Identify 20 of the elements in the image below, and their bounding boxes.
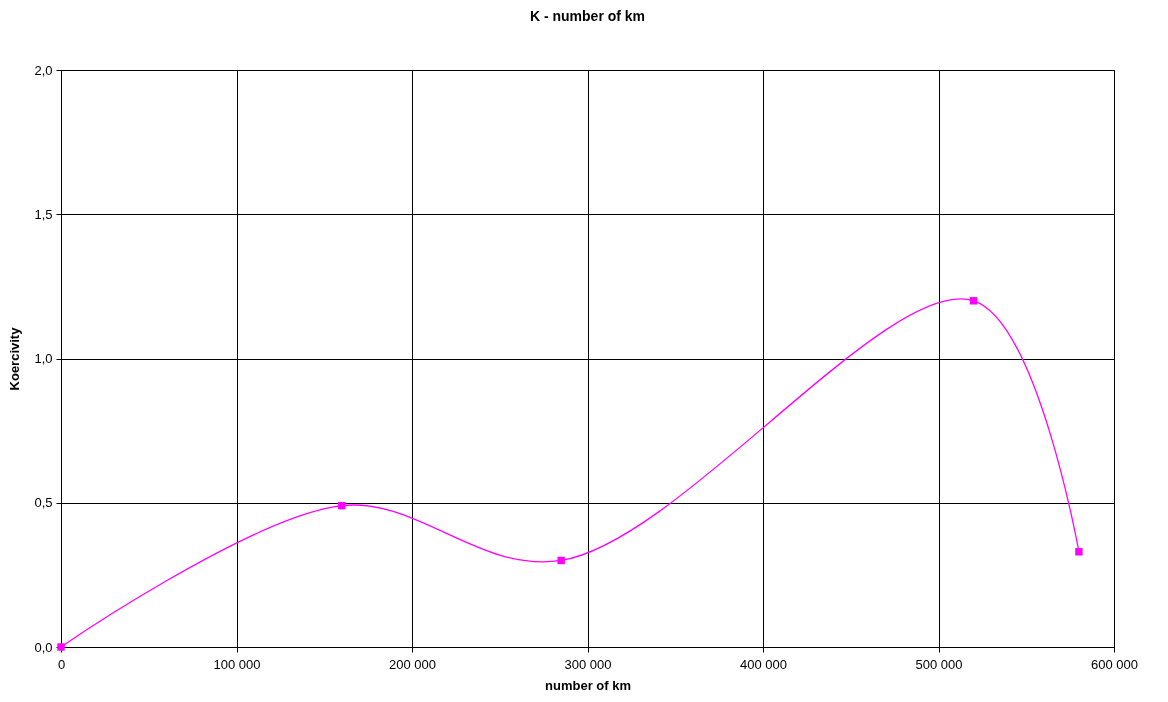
y-tick-label: 2,0: [34, 62, 53, 78]
point: [57, 643, 65, 651]
x-tick-label: 0: [57, 656, 66, 672]
x-tick-label: 400 000: [740, 656, 787, 672]
point: [969, 297, 978, 305]
y-tick-label: 1,0: [34, 351, 53, 366]
point: [338, 501, 346, 510]
point: [1075, 548, 1083, 556]
chart-title: K - number of km: [529, 8, 646, 24]
y-axis-title: Koercivity: [7, 326, 23, 391]
x-tick-label: 500 000: [915, 656, 963, 672]
x-tick-label: 600 000: [1091, 656, 1138, 672]
x-tick-label: 300 000: [564, 656, 612, 672]
y-tick-label: 1,5: [34, 206, 53, 222]
x-tick-label: 100 000: [213, 656, 261, 672]
y-tick-label: 0,5: [34, 495, 53, 511]
x-axis-title: number of km: [545, 677, 631, 693]
point: [557, 556, 565, 565]
y-tick-label: 0,0: [34, 639, 53, 655]
x-tick-label: 200 000: [389, 656, 436, 672]
